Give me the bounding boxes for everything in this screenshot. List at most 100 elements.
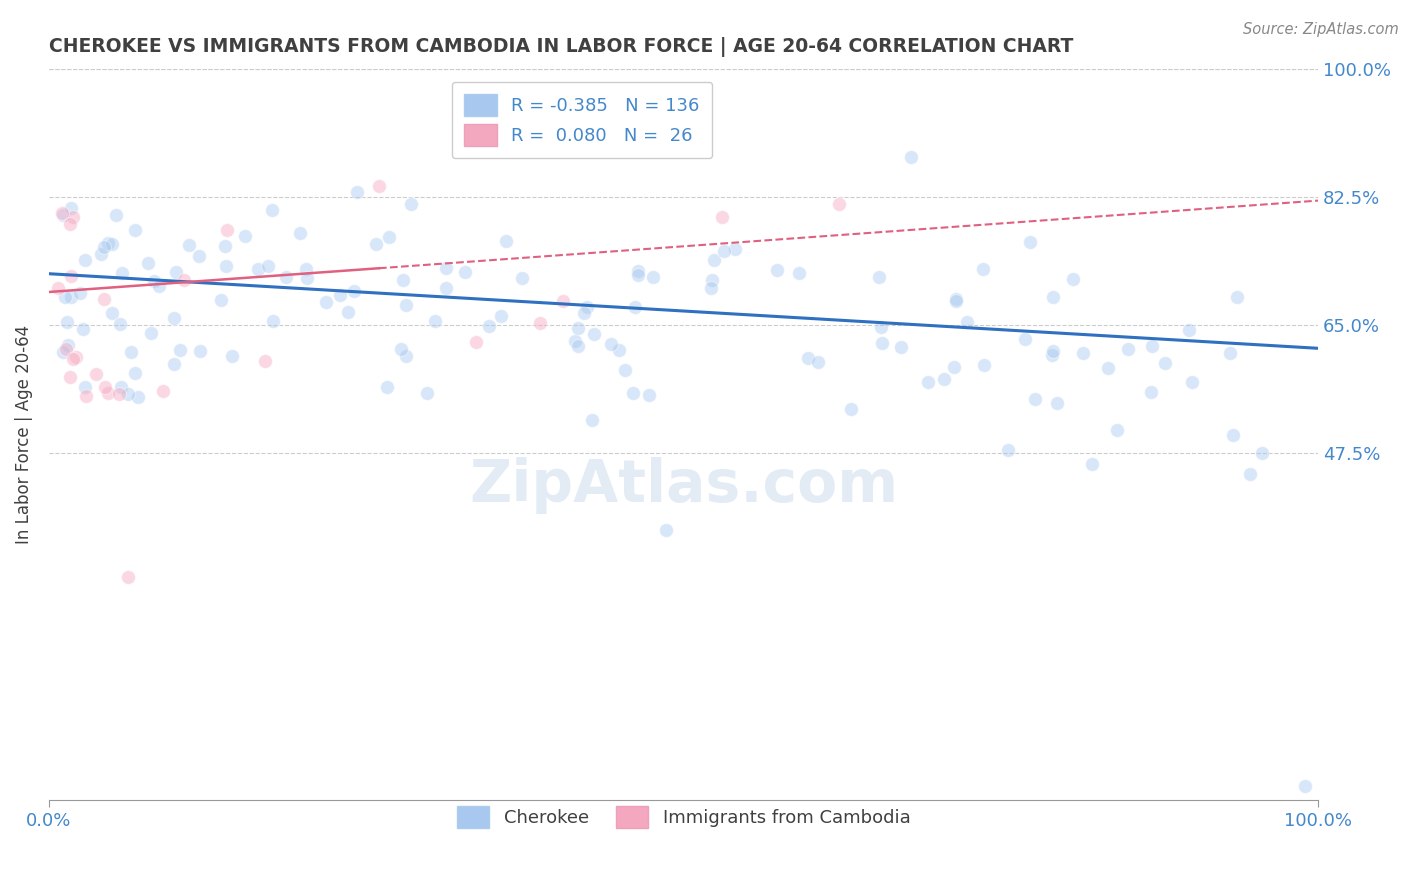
Point	[1042, 290, 1064, 304]
Point	[1139, 385, 1161, 400]
Point	[97, 236, 120, 251]
Point	[613, 363, 636, 377]
Point	[621, 385, 644, 400]
Point	[434, 280, 457, 294]
Point	[107, 387, 129, 401]
Point	[703, 252, 725, 267]
Point	[464, 335, 486, 350]
Point	[288, 226, 311, 240]
Point	[1024, 392, 1046, 407]
Point	[59, 201, 82, 215]
Point	[627, 268, 650, 282]
Point	[1226, 290, 1249, 304]
Point	[97, 386, 120, 401]
Point	[364, 237, 387, 252]
Point	[416, 386, 439, 401]
Point	[93, 292, 115, 306]
Point	[55, 342, 77, 356]
Point	[567, 321, 589, 335]
Point	[177, 238, 200, 252]
Point	[343, 284, 366, 298]
Point	[807, 355, 830, 369]
Text: Source: ZipAtlas.com: Source: ZipAtlas.com	[1243, 22, 1399, 37]
Point	[868, 270, 890, 285]
Point	[956, 315, 979, 329]
Point	[375, 380, 398, 394]
Point	[55, 314, 77, 328]
Point	[256, 259, 278, 273]
Point	[1042, 343, 1064, 358]
Point	[942, 359, 965, 374]
Point	[1081, 457, 1104, 471]
Point	[890, 340, 912, 354]
Point	[262, 313, 284, 327]
Point	[59, 369, 82, 384]
Point	[478, 318, 501, 333]
Point	[101, 237, 124, 252]
Point	[53, 290, 76, 304]
Point	[700, 273, 723, 287]
Point	[111, 266, 134, 280]
Point	[1040, 347, 1063, 361]
Point	[104, 208, 127, 222]
Point	[215, 223, 238, 237]
Point	[62, 210, 84, 224]
Point	[110, 380, 132, 394]
Point	[58, 218, 80, 232]
Point	[297, 271, 319, 285]
Point	[425, 314, 447, 328]
Point	[163, 311, 186, 326]
Point	[233, 229, 256, 244]
Point	[1140, 339, 1163, 353]
Point	[870, 336, 893, 351]
Point	[1154, 356, 1177, 370]
Point	[1239, 467, 1261, 481]
Point	[1105, 423, 1128, 437]
Point	[574, 305, 596, 319]
Point	[564, 334, 586, 348]
Point	[56, 338, 79, 352]
Point	[75, 389, 97, 403]
Point	[86, 367, 108, 381]
Point	[1250, 446, 1272, 460]
Point	[73, 253, 96, 268]
Point	[90, 247, 112, 261]
Point	[1018, 235, 1040, 249]
Point	[139, 326, 162, 340]
Point	[607, 343, 630, 357]
Point	[917, 375, 939, 389]
Point	[59, 290, 82, 304]
Point	[765, 263, 787, 277]
Point	[1181, 375, 1204, 389]
Point	[623, 300, 645, 314]
Point	[434, 261, 457, 276]
Point	[797, 351, 820, 365]
Point	[576, 300, 599, 314]
Point	[93, 240, 115, 254]
Point	[246, 262, 269, 277]
Point	[643, 269, 665, 284]
Legend: Cherokee, Immigrants from Cambodia: Cherokee, Immigrants from Cambodia	[450, 798, 918, 835]
Point	[973, 358, 995, 372]
Point	[69, 285, 91, 300]
Text: ZipAtlas.com: ZipAtlas.com	[470, 458, 898, 515]
Point	[62, 351, 84, 366]
Point	[489, 309, 512, 323]
Point	[1219, 346, 1241, 360]
Point	[51, 206, 73, 220]
Point	[295, 261, 318, 276]
Point	[945, 293, 967, 308]
Point	[346, 186, 368, 200]
Point	[187, 249, 209, 263]
Point	[163, 357, 186, 371]
Point	[378, 230, 401, 244]
Point	[1046, 396, 1069, 410]
Point	[551, 294, 574, 309]
Point	[136, 256, 159, 270]
Point	[582, 327, 605, 342]
Point	[214, 238, 236, 252]
Point	[173, 273, 195, 287]
Point	[454, 265, 477, 279]
Point	[75, 380, 97, 394]
Point	[945, 292, 967, 306]
